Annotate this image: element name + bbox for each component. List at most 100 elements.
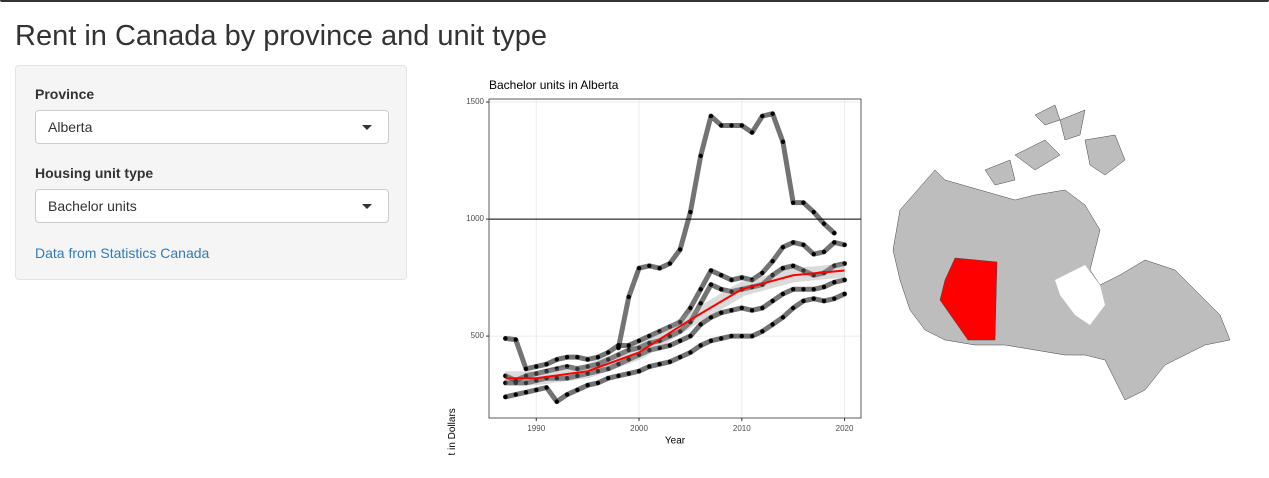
series-line — [615, 111, 837, 351]
point — [616, 361, 621, 367]
point — [503, 336, 508, 341]
point — [770, 258, 775, 264]
point — [821, 284, 827, 290]
point — [657, 361, 662, 367]
point — [790, 305, 796, 311]
point — [770, 111, 775, 116]
point — [698, 322, 703, 327]
point — [595, 368, 601, 374]
point — [708, 338, 714, 343]
island — [1059, 109, 1086, 141]
point — [554, 366, 560, 372]
point — [811, 251, 816, 257]
point — [513, 392, 518, 397]
point — [544, 385, 549, 390]
point — [688, 209, 693, 215]
point — [842, 291, 847, 297]
series-line — [502, 239, 848, 372]
point — [647, 333, 652, 339]
point — [842, 277, 847, 283]
point — [708, 282, 714, 287]
point — [585, 357, 590, 362]
point — [760, 270, 765, 276]
point — [626, 347, 631, 353]
point — [626, 371, 631, 376]
chart: Bachelor units in Alberta Rent in Dollar… — [447, 78, 862, 455]
x-tick-label: 2010 — [733, 424, 751, 433]
point — [770, 298, 775, 304]
point — [801, 298, 806, 304]
point — [595, 354, 601, 360]
point — [780, 266, 786, 271]
point — [677, 329, 683, 334]
point — [585, 371, 590, 376]
point — [677, 354, 683, 360]
point — [677, 319, 683, 325]
point — [780, 291, 786, 297]
point — [749, 308, 755, 313]
island — [1014, 139, 1061, 171]
point — [523, 373, 529, 379]
point — [626, 343, 631, 348]
point — [575, 354, 580, 360]
point — [749, 130, 755, 135]
point — [677, 338, 683, 343]
point — [790, 200, 796, 205]
hudson-bay — [1055, 265, 1105, 325]
caret — [362, 125, 372, 130]
point — [647, 263, 652, 269]
province-value: Alberta — [48, 119, 93, 135]
x-tick-label: 1990 — [527, 424, 545, 433]
point — [554, 399, 560, 404]
unit-select[interactable]: Bachelor units — [35, 189, 389, 223]
point — [729, 123, 734, 128]
point — [698, 153, 703, 159]
point — [657, 266, 662, 271]
source-link[interactable]: Data from Statistics Canada — [35, 245, 210, 261]
point — [760, 113, 765, 119]
point — [667, 261, 673, 266]
point — [708, 268, 714, 273]
point — [811, 287, 816, 292]
point — [544, 368, 549, 374]
point — [790, 287, 796, 292]
smooth-line — [505, 269, 845, 380]
point — [606, 350, 611, 355]
point — [770, 273, 775, 278]
point — [585, 383, 590, 388]
sidebar: Province Alberta Housing unit type Bache… — [15, 65, 407, 280]
point — [811, 209, 816, 215]
point — [503, 394, 508, 400]
point — [554, 357, 560, 362]
point — [790, 240, 796, 245]
point — [821, 249, 827, 255]
y-axis-label: Rent in Dollars — [447, 408, 458, 455]
point — [842, 242, 847, 248]
point — [513, 337, 518, 342]
point — [616, 373, 621, 379]
province-select[interactable]: Alberta — [35, 110, 389, 144]
point — [832, 230, 837, 236]
x-axis-label: Year — [665, 436, 686, 447]
point — [760, 329, 765, 334]
point — [821, 221, 827, 226]
caret — [362, 204, 372, 209]
point — [842, 261, 847, 266]
point — [821, 298, 827, 304]
point — [729, 277, 734, 283]
x-tick-label: 2020 — [836, 424, 854, 433]
point — [534, 378, 539, 383]
point — [801, 200, 806, 205]
point — [739, 333, 744, 339]
point — [780, 315, 786, 320]
point — [739, 275, 744, 280]
series-line — [502, 291, 848, 405]
island — [984, 159, 1016, 186]
point — [729, 308, 734, 313]
point — [749, 333, 755, 339]
point — [832, 263, 837, 269]
point — [719, 287, 724, 292]
point — [832, 296, 837, 301]
x-tick-label: 2000 — [630, 424, 648, 433]
